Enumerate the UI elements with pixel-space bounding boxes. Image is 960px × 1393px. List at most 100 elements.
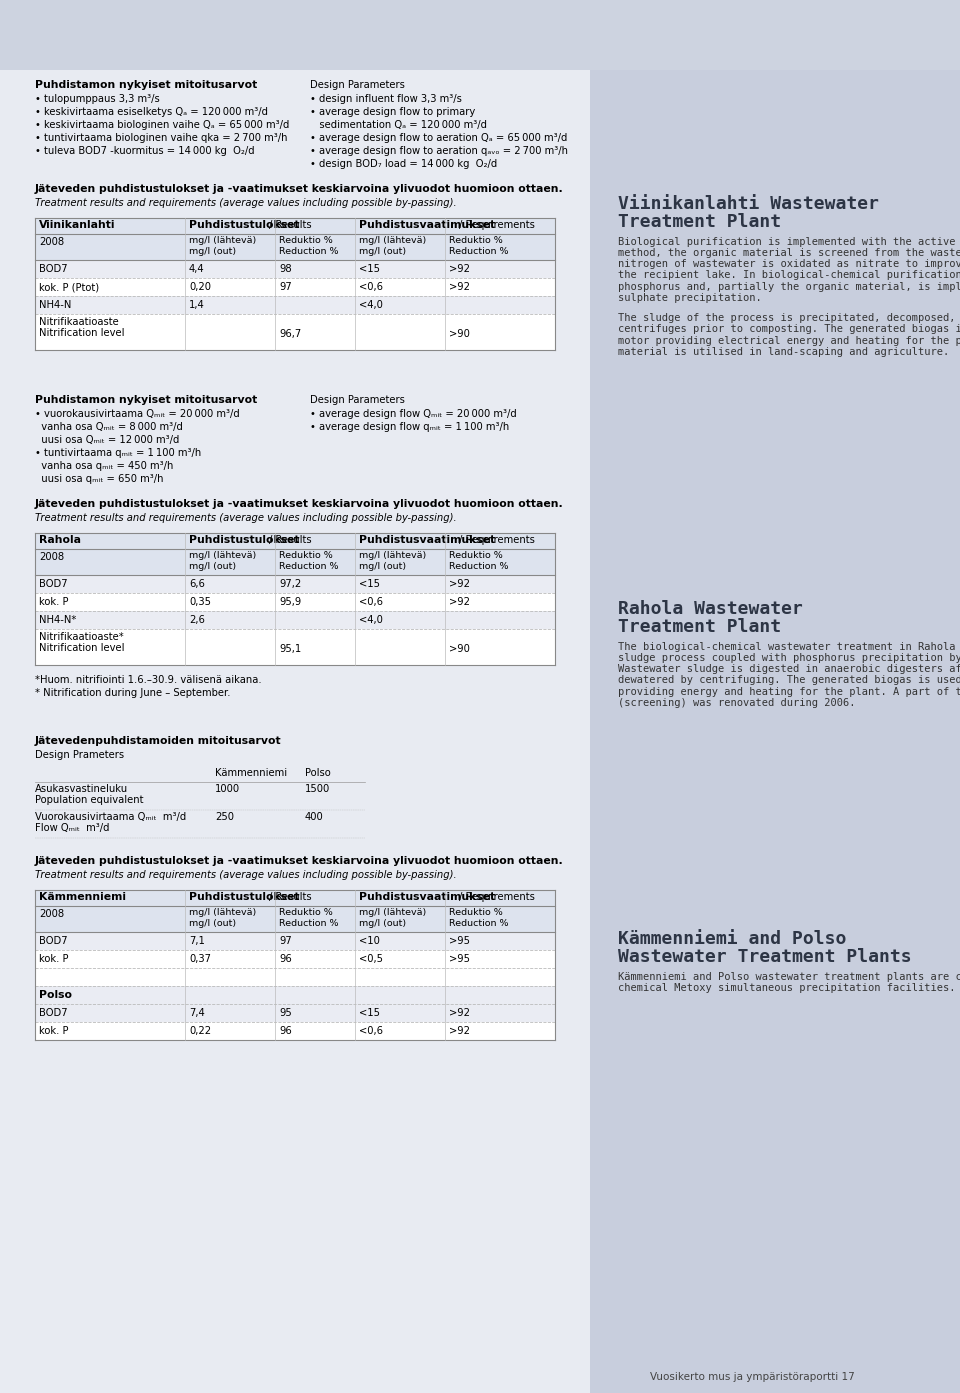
Text: Jätevedenpuhdistamoiden mitoitusarvot: Jätevedenpuhdistamoiden mitoitusarvot: [35, 736, 281, 747]
Bar: [35, 234, 555, 260]
Text: chemical Metoxy simultaneous precipitation facilities.: chemical Metoxy simultaneous precipitati…: [618, 983, 955, 993]
Text: <0,6: <0,6: [359, 281, 383, 293]
Text: Puhdistusvaatimukset: Puhdistusvaatimukset: [359, 220, 495, 230]
Text: vanha osa qₘᵢₜ = 450 m³/h: vanha osa qₘᵢₜ = 450 m³/h: [35, 461, 174, 471]
Text: Wastewater Treatment Plants: Wastewater Treatment Plants: [618, 949, 912, 967]
Text: / Requirements: / Requirements: [459, 220, 535, 230]
Text: 2008: 2008: [39, 552, 64, 561]
Bar: [35, 968, 555, 986]
Text: 97: 97: [279, 281, 292, 293]
Text: 2,6: 2,6: [189, 614, 204, 625]
Text: • keskivirtaama esiselketys Qₐ = 120 000 m³/d: • keskivirtaama esiselketys Qₐ = 120 000…: [35, 107, 268, 117]
Text: providing energy and heating for the plant. A part of the pre-treatment process: providing energy and heating for the pla…: [618, 687, 960, 696]
Text: 95: 95: [279, 1009, 292, 1018]
Bar: [35, 986, 555, 1004]
Text: Puhdistusvaatimukset: Puhdistusvaatimukset: [359, 892, 495, 903]
Text: 1500: 1500: [305, 784, 330, 794]
Text: 2008: 2008: [39, 910, 64, 919]
Text: Treatment Plant: Treatment Plant: [618, 213, 781, 231]
Text: <15: <15: [359, 1009, 380, 1018]
Text: BOD7: BOD7: [39, 579, 67, 589]
Text: Design Prameters: Design Prameters: [35, 749, 124, 761]
Text: Puhdistustulokset: Puhdistustulokset: [189, 535, 300, 545]
Text: mg/l (out): mg/l (out): [189, 919, 236, 928]
Text: NH4-N: NH4-N: [39, 299, 71, 311]
Text: • tulopumppaus 3,3 m³/s: • tulopumppaus 3,3 m³/s: [35, 93, 159, 104]
Text: / Results: / Results: [269, 892, 312, 903]
Text: 0,35: 0,35: [189, 598, 211, 607]
Text: Kämmenniemi and Polso: Kämmenniemi and Polso: [618, 931, 847, 949]
Text: • keskivirtaama biologinen vaihe Qₐ = 65 000 m³/d: • keskivirtaama biologinen vaihe Qₐ = 65…: [35, 120, 289, 130]
Text: Rahola: Rahola: [39, 535, 81, 545]
Text: Vuorokausivirtaama Qₘᵢₜ  m³/d: Vuorokausivirtaama Qₘᵢₜ m³/d: [35, 812, 186, 822]
Bar: [35, 313, 555, 350]
Text: Reduction %: Reduction %: [449, 919, 509, 928]
Text: Puhdistamon nykyiset mitoitusarvot: Puhdistamon nykyiset mitoitusarvot: [35, 79, 257, 91]
Text: Population equivalent: Population equivalent: [35, 795, 143, 805]
Text: 7,4: 7,4: [189, 1009, 204, 1018]
Text: 6,6: 6,6: [189, 579, 204, 589]
Bar: [35, 575, 555, 593]
Text: >92: >92: [449, 1027, 470, 1036]
Text: mg/l (out): mg/l (out): [189, 247, 236, 256]
Text: Rahola Wastewater: Rahola Wastewater: [618, 600, 803, 618]
Text: the recipient lake. In biological-chemical purification, the screening of: the recipient lake. In biological-chemic…: [618, 270, 960, 280]
Text: • average design flow to primary: • average design flow to primary: [310, 107, 475, 117]
Text: <4,0: <4,0: [359, 299, 383, 311]
Text: material is utilised in land-scaping and agriculture.: material is utilised in land-scaping and…: [618, 347, 949, 357]
Text: Kämmenniemi and Polso wastewater treatment plants are covered, biological-: Kämmenniemi and Polso wastewater treatme…: [618, 971, 960, 982]
Bar: [35, 549, 555, 575]
Bar: [590, 70, 960, 1393]
Text: Reduction %: Reduction %: [279, 919, 339, 928]
Text: BOD7: BOD7: [39, 936, 67, 946]
Text: >92: >92: [449, 579, 470, 589]
Text: / Requirements: / Requirements: [459, 535, 535, 545]
Text: BOD7: BOD7: [39, 1009, 67, 1018]
Text: / Results: / Results: [269, 220, 312, 230]
Text: >92: >92: [449, 598, 470, 607]
Bar: [35, 534, 555, 549]
Text: mg/l (out): mg/l (out): [359, 561, 406, 571]
Text: • average design flow qₘᵢₜ = 1 100 m³/h: • average design flow qₘᵢₜ = 1 100 m³/h: [310, 422, 509, 432]
Text: Reduktio %: Reduktio %: [279, 235, 333, 245]
Text: kok. P: kok. P: [39, 954, 68, 964]
Text: <15: <15: [359, 265, 380, 274]
Text: 400: 400: [305, 812, 324, 822]
Bar: [35, 905, 555, 932]
Text: 96,7: 96,7: [279, 329, 301, 338]
Text: 97: 97: [279, 936, 292, 946]
Bar: [0, 0, 960, 70]
Text: Reduction %: Reduction %: [449, 561, 509, 571]
Text: centrifuges prior to composting. The generated biogas is used as fuel in a gas: centrifuges prior to composting. The gen…: [618, 325, 960, 334]
Text: mg/l (lähtevä): mg/l (lähtevä): [189, 235, 256, 245]
Text: vanha osa Qₘᵢₜ = 8 000 m³/d: vanha osa Qₘᵢₜ = 8 000 m³/d: [35, 422, 182, 432]
Text: 0,22: 0,22: [189, 1027, 211, 1036]
Text: Kämmenniemi: Kämmenniemi: [39, 892, 126, 903]
Text: Puhdistustulokset: Puhdistustulokset: [189, 220, 300, 230]
Text: Biological purification is implemented with the active sludge method. In this: Biological purification is implemented w…: [618, 237, 960, 247]
Text: >95: >95: [449, 936, 470, 946]
Text: Treatment results and requirements (average values including possible by-passing: Treatment results and requirements (aver…: [35, 513, 457, 522]
Text: NH4-N*: NH4-N*: [39, 614, 77, 625]
Text: 96: 96: [279, 1027, 292, 1036]
Text: / Requirements: / Requirements: [459, 892, 535, 903]
Text: Jäteveden puhdistustulokset ja -vaatimukset keskiarvoina ylivuodot huomioon otta: Jäteveden puhdistustulokset ja -vaatimuk…: [35, 857, 564, 866]
Bar: [35, 612, 555, 630]
Text: 95,9: 95,9: [279, 598, 301, 607]
Text: Reduktio %: Reduktio %: [449, 235, 503, 245]
Bar: [35, 950, 555, 968]
Text: 0,20: 0,20: [189, 281, 211, 293]
Text: • average design flow to aeration Qₐ = 65 000 m³/d: • average design flow to aeration Qₐ = 6…: [310, 132, 567, 143]
Bar: [35, 295, 555, 313]
Text: nitrogen of wastewater is oxidated as nitrate to improve the oxygene level of: nitrogen of wastewater is oxidated as ni…: [618, 259, 960, 269]
Text: Kämmenniemi: Kämmenniemi: [215, 768, 287, 779]
Text: Reduktio %: Reduktio %: [279, 552, 333, 560]
Text: Treatment results and requirements (average values including possible by-passing: Treatment results and requirements (aver…: [35, 871, 457, 880]
Text: 1000: 1000: [215, 784, 240, 794]
Text: Puhdistustulokset: Puhdistustulokset: [189, 892, 300, 903]
Text: 0,37: 0,37: [189, 954, 211, 964]
Text: Design Parameters: Design Parameters: [310, 396, 405, 405]
Text: mg/l (lähtevä): mg/l (lähtevä): [189, 552, 256, 560]
Text: kok. P (Ptot): kok. P (Ptot): [39, 281, 99, 293]
Bar: [0, 70, 590, 1393]
